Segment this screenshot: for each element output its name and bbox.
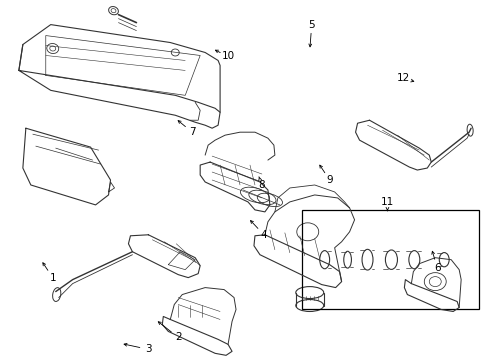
Text: 10: 10: [221, 51, 234, 62]
Text: 6: 6: [433, 263, 440, 273]
Text: 8: 8: [258, 180, 264, 190]
Text: 4: 4: [260, 230, 266, 240]
Text: 1: 1: [49, 273, 56, 283]
Text: 7: 7: [188, 127, 195, 137]
Bar: [301, 210, 478, 310]
Text: 9: 9: [325, 175, 332, 185]
Text: 11: 11: [380, 197, 393, 207]
Text: 2: 2: [175, 332, 181, 342]
Text: 5: 5: [308, 19, 314, 30]
Text: 3: 3: [145, 345, 151, 354]
Text: 12: 12: [396, 73, 409, 84]
